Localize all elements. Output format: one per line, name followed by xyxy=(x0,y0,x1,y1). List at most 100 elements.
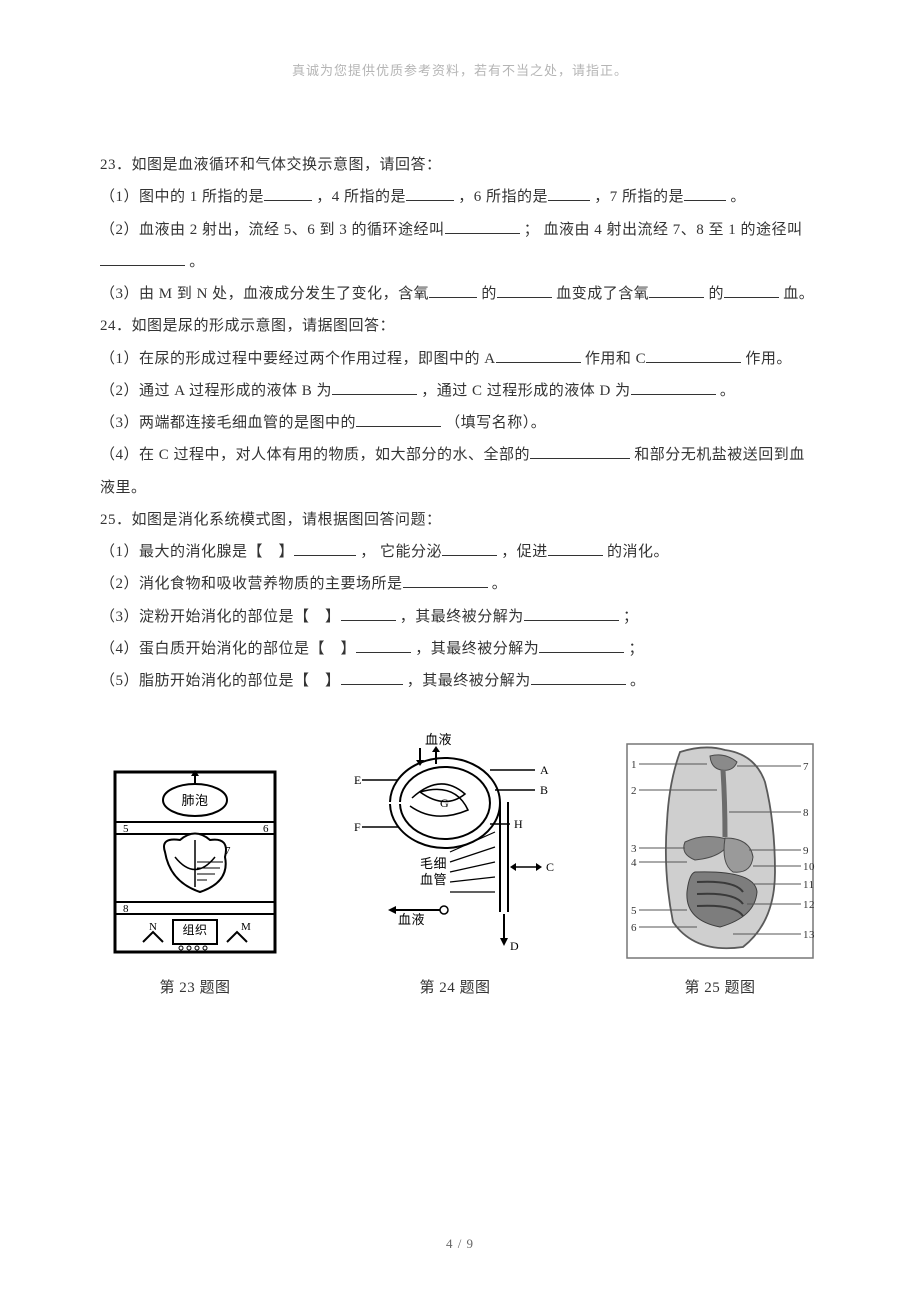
text: 。 xyxy=(492,576,508,592)
text: （4）蛋白质开始消化的部位是【 】 xyxy=(100,641,356,657)
text: 作用和 C xyxy=(585,351,646,367)
text: 。 xyxy=(630,673,646,689)
blank xyxy=(497,284,552,299)
fig23-numN: N xyxy=(149,921,157,933)
fig24-cap2: 血管 xyxy=(420,872,447,887)
text: 的 xyxy=(708,286,724,302)
q25-part3: （3）淀粉开始消化的部位是【 】 ，其最终被分解为 ； xyxy=(100,601,820,633)
q25-part5: （5）脂肪开始消化的部位是【 】 ，其最终被分解为 。 xyxy=(100,665,820,697)
text: ； xyxy=(629,641,645,657)
caption-25: 第 25 题图 xyxy=(684,972,755,1004)
text: ，4 所指的是 xyxy=(316,189,406,205)
q24-part1: （1）在尿的形成过程中要经过两个作用过程，即图中的 A 作用和 C 作用。 xyxy=(100,343,820,375)
q24-title: 24．如图是尿的形成示意图，请据图回答： xyxy=(100,310,820,342)
blank xyxy=(548,542,603,557)
fig24-A: A xyxy=(540,763,549,777)
blank xyxy=(646,348,741,363)
q25-part1: （1）最大的消化腺是【 】 ， 它能分泌 ，促进 的消化。 xyxy=(100,536,820,568)
text: （1）在尿的形成过程中要经过两个作用过程，即图中的 A xyxy=(100,351,496,367)
blank xyxy=(649,284,704,299)
q23-part1: （1）图中的 1 所指的是 ，4 所指的是 ，6 所指的是 ，7 所指的是 。 xyxy=(100,181,820,213)
page-number: 4 / 9 xyxy=(0,1236,920,1252)
text: ； 血液由 4 射出流经 7、8 至 1 的途径叫 xyxy=(524,222,803,238)
fig24-G: G xyxy=(440,796,449,810)
content-body: 23．如图是血液循环和气体交换示意图，请回答： （1）图中的 1 所指的是 ，4… xyxy=(100,149,820,1005)
q25-part4: （4）蛋白质开始消化的部位是【 】 ，其最终被分解为 ； xyxy=(100,633,820,665)
text: （3）淀粉开始消化的部位是【 】 xyxy=(100,609,341,625)
fig24-svg: 血液 G E F xyxy=(350,732,560,962)
blank xyxy=(341,671,403,686)
text: 的消化。 xyxy=(607,544,669,560)
text: ，通过 C 过程形成的液体 D 为 xyxy=(421,383,630,399)
q25-part2: （2）消化食物和吸收营养物质的主要场所是 。 xyxy=(100,568,820,600)
fig24-bottom-label: 血液 xyxy=(398,912,425,927)
blank xyxy=(445,219,520,234)
fig25-l1: 1 xyxy=(631,759,637,771)
blank xyxy=(530,445,630,460)
fig25-l6: 6 xyxy=(631,922,637,934)
fig24-cap1: 毛细 xyxy=(420,856,447,871)
fig25-r11: 11 xyxy=(803,879,815,891)
figures-row: 肺泡 5 6 7 8 xyxy=(100,732,820,1004)
blank xyxy=(332,380,417,395)
text: 血。 xyxy=(783,286,814,302)
fig23-num8: 8 xyxy=(123,903,129,915)
figure-25: 1 2 3 4 5 6 7 8 9 10 11 12 xyxy=(625,742,815,1004)
blank xyxy=(406,187,454,202)
blank xyxy=(724,284,779,299)
fig24-F: F xyxy=(354,820,361,834)
blank xyxy=(548,187,590,202)
text: 。 xyxy=(720,383,736,399)
fig23-num6: 6 xyxy=(263,823,269,835)
caption-23: 第 23 题图 xyxy=(159,972,230,1004)
fig24-C: C xyxy=(546,860,555,874)
text: ，6 所指的是 xyxy=(458,189,548,205)
blank xyxy=(631,380,716,395)
fig24-E: E xyxy=(354,773,362,787)
blank xyxy=(356,413,441,428)
text: ； xyxy=(623,609,639,625)
blank xyxy=(100,251,185,266)
fig25-l3: 3 xyxy=(631,843,637,855)
text: 血变成了含氧 xyxy=(556,286,649,302)
q23-part2: （2）血液由 2 射出，流经 5、6 到 3 的循环途经叫 ； 血液由 4 射出… xyxy=(100,214,820,279)
header-note: 真诚为您提供优质参考资料，若有不当之处，请指正。 xyxy=(100,60,820,79)
blank xyxy=(429,284,477,299)
fig25-r7: 7 xyxy=(803,761,809,773)
q24-part3: （3）两端都连接毛细血管的是图中的 （填写名称）。 xyxy=(100,407,820,439)
text: ，7 所指的是 xyxy=(594,189,684,205)
fig23-svg: 肺泡 5 6 7 8 xyxy=(105,762,285,962)
text: 作用。 xyxy=(745,351,792,367)
text: ，其最终被分解为 xyxy=(407,673,531,689)
fig25-r9: 9 xyxy=(803,845,809,857)
text: （填写名称）。 xyxy=(445,415,546,431)
fig24-B: B xyxy=(540,783,549,797)
text: 的 xyxy=(481,286,497,302)
text: （3）两端都连接毛细血管的是图中的 xyxy=(100,415,356,431)
text: （2）血液由 2 射出，流经 5、6 到 3 的循环途经叫 xyxy=(100,222,445,238)
fig23-num7: 7 xyxy=(225,845,231,857)
fig25-r12: 12 xyxy=(803,899,815,911)
fig24-top-label: 血液 xyxy=(425,732,452,747)
fig25-l5: 5 xyxy=(631,905,637,917)
figure-24: 血液 G E F xyxy=(350,732,560,1004)
blank xyxy=(356,638,411,653)
q25-title: 25．如图是消化系统模式图，请根据图回答问题： xyxy=(100,504,820,536)
blank xyxy=(539,638,624,653)
text: ， 它能分泌 xyxy=(360,544,442,560)
text: ，促进 xyxy=(501,544,548,560)
q23-title: 23．如图是血液循环和气体交换示意图，请回答： xyxy=(100,149,820,181)
blank xyxy=(294,542,356,557)
fig23-numM: M xyxy=(241,921,251,933)
text: （1）最大的消化腺是【 】 xyxy=(100,544,294,560)
text: （5）脂肪开始消化的部位是【 】 xyxy=(100,673,341,689)
blank xyxy=(442,542,497,557)
fig23-lung-label: 肺泡 xyxy=(181,793,208,808)
fig25-r10: 10 xyxy=(803,861,815,873)
text: ，其最终被分解为 xyxy=(415,641,539,657)
q23-part3: （3）由 M 到 N 处，血液成分发生了变化，含氧 的 血变成了含氧 的 血。 xyxy=(100,278,820,310)
fig25-l4: 4 xyxy=(631,857,637,869)
text: （2）消化食物和吸收营养物质的主要场所是 xyxy=(100,576,403,592)
blank xyxy=(403,574,488,589)
text: 。 xyxy=(730,189,746,205)
